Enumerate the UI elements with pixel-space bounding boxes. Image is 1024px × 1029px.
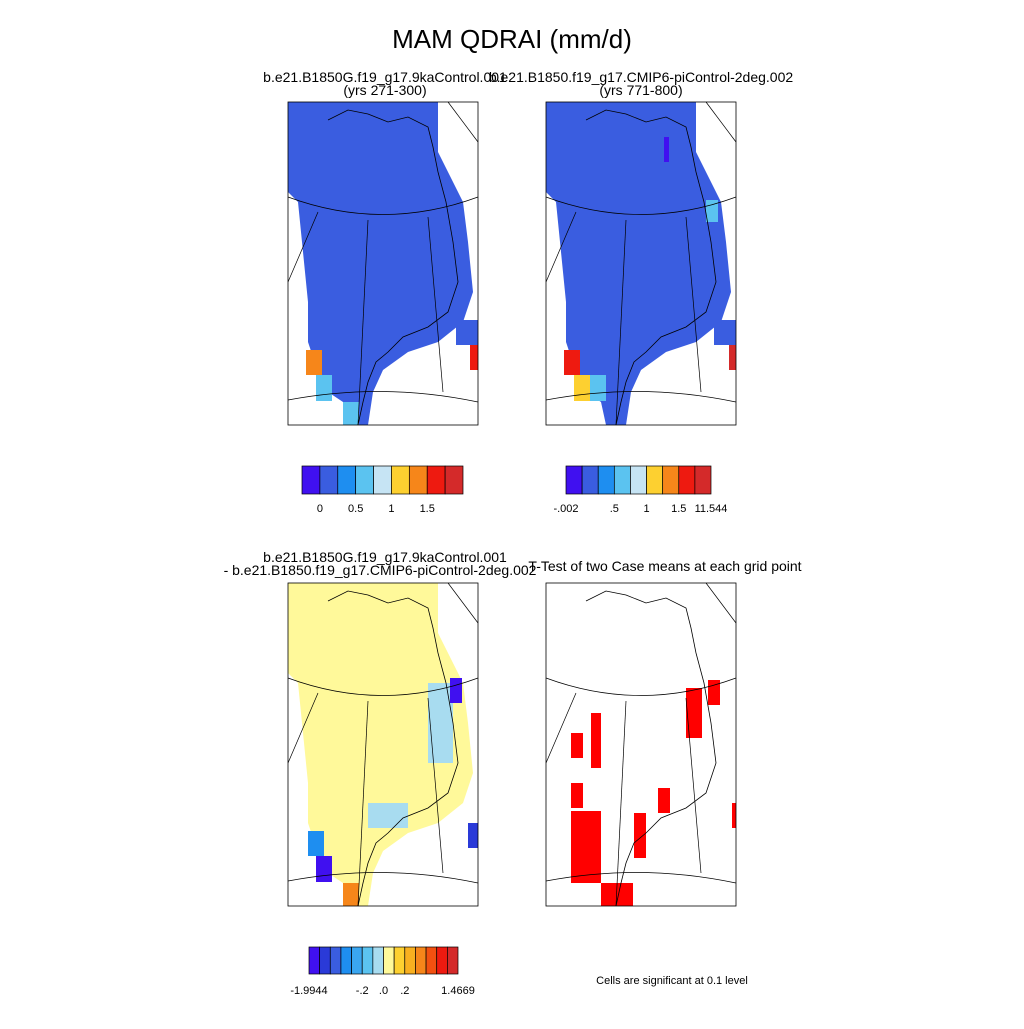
colorbar-box [337,465,357,495]
panel-title: b.e21.B1850G.f19_g17.9kaControl.001 [263,549,507,565]
colorbar-label: -.2 [356,985,369,997]
colorbar-box [646,465,664,495]
colorbar-box [372,946,384,975]
colorbar-box [678,465,696,495]
colorbar-box [581,465,599,495]
colorbar-label: 1.4669 [441,985,475,997]
colorbar-box [408,465,428,495]
colorbar-box [361,946,374,975]
colorbar-label: 1.5 [671,503,686,515]
colorbar-label: -.002 [553,503,578,515]
panel-title: - b.e21.B1850.f19_g17.CMIP6-piControl-2d… [224,562,537,578]
panel-title: b.e21.B1850G.f19_g17.9kaControl.001 [263,69,507,85]
colorbar-label: 11.544 [695,503,728,515]
colorbar-box [355,465,374,495]
map-panel [545,101,737,426]
colorbar-box [308,946,320,975]
colorbar-box [662,465,680,495]
panel-title: (yrs 771-800) [599,82,682,98]
map-panel [287,582,479,907]
colorbar-box [597,465,615,495]
colorbar-box [565,465,583,495]
colorbar-box [613,465,631,495]
colorbar-box [404,946,416,975]
colorbar-label: 0.5 [348,503,363,515]
colorbar-label: .2 [400,985,409,997]
panel-title: b.e21.B1850.f19_g17.CMIP6-piControl-2deg… [489,69,794,85]
colorbar-box [436,946,448,975]
colorbar-box [393,946,406,975]
colorbar-box [383,946,395,975]
map-panel [287,101,479,426]
colorbar-box [351,946,363,975]
colorbar-box [426,465,446,495]
colorbar-box [694,465,712,495]
panel-title: (yrs 271-300) [343,82,426,98]
colorbar-box [340,946,352,975]
colorbar-label: .5 [610,503,619,515]
panel-title: T-Test of two Case means at each grid po… [528,558,801,574]
colorbar-box [447,946,459,975]
colorbar-box [444,465,464,495]
colorbar-label: .0 [379,985,388,997]
colorbar-label: 0 [317,503,323,515]
colorbar-label: 1.5 [420,503,435,515]
colorbar-box [415,946,427,975]
colorbar-box [630,465,647,495]
colorbar-label: 1 [643,503,649,515]
colorbar-box [373,465,392,495]
colorbar-box [319,465,339,495]
colorbar-box [301,465,321,495]
figure-title: MAM QDRAI (mm/d) [392,24,632,54]
colorbar-box [391,465,410,495]
colorbar-box [329,946,342,975]
colorbar-box [425,946,438,975]
colorbar-label: -1.9944 [290,985,327,997]
colorbar-label: 1 [388,503,394,515]
note: Cells are significant at 0.1 level [596,975,748,987]
colorbar-box [319,946,331,975]
map-panel [545,582,737,907]
